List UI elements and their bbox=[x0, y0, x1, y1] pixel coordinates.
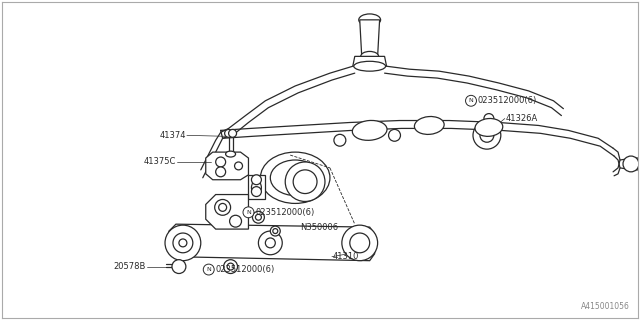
Ellipse shape bbox=[226, 151, 236, 157]
Circle shape bbox=[225, 129, 232, 137]
Circle shape bbox=[273, 228, 278, 234]
Ellipse shape bbox=[270, 160, 320, 196]
Circle shape bbox=[480, 128, 494, 142]
Circle shape bbox=[228, 129, 237, 137]
Circle shape bbox=[465, 95, 476, 106]
Circle shape bbox=[165, 225, 201, 261]
Circle shape bbox=[388, 129, 401, 141]
Circle shape bbox=[172, 260, 186, 274]
Circle shape bbox=[252, 211, 264, 223]
Circle shape bbox=[216, 167, 226, 177]
Circle shape bbox=[342, 225, 378, 261]
Circle shape bbox=[293, 170, 317, 194]
Text: 023512000(6): 023512000(6) bbox=[216, 265, 275, 274]
Ellipse shape bbox=[353, 120, 387, 140]
Circle shape bbox=[252, 175, 261, 185]
Circle shape bbox=[334, 134, 346, 146]
Text: N350006: N350006 bbox=[300, 223, 339, 232]
Circle shape bbox=[234, 162, 243, 170]
Polygon shape bbox=[248, 175, 266, 199]
Circle shape bbox=[219, 204, 227, 211]
Circle shape bbox=[350, 233, 370, 253]
Text: 20578B: 20578B bbox=[114, 262, 146, 271]
Circle shape bbox=[270, 226, 280, 236]
Text: N: N bbox=[246, 210, 251, 215]
Polygon shape bbox=[353, 56, 387, 66]
Text: 41326A: 41326A bbox=[506, 114, 538, 123]
Ellipse shape bbox=[354, 61, 385, 71]
Circle shape bbox=[204, 264, 214, 275]
Circle shape bbox=[623, 156, 639, 172]
Text: 41375C: 41375C bbox=[143, 157, 176, 166]
Text: 41374: 41374 bbox=[159, 131, 186, 140]
Circle shape bbox=[255, 214, 261, 220]
Text: A415001056: A415001056 bbox=[581, 302, 630, 311]
Circle shape bbox=[484, 114, 494, 124]
Circle shape bbox=[259, 231, 282, 255]
Circle shape bbox=[223, 260, 237, 274]
Polygon shape bbox=[205, 195, 248, 229]
Circle shape bbox=[179, 239, 187, 247]
Ellipse shape bbox=[260, 152, 330, 204]
Ellipse shape bbox=[359, 14, 381, 26]
Circle shape bbox=[214, 199, 230, 215]
Circle shape bbox=[266, 238, 275, 248]
Circle shape bbox=[227, 263, 234, 270]
Text: 023512000(6): 023512000(6) bbox=[255, 208, 315, 217]
Text: N: N bbox=[468, 98, 474, 103]
Circle shape bbox=[216, 157, 226, 167]
Ellipse shape bbox=[475, 118, 503, 136]
Text: N: N bbox=[206, 267, 211, 272]
Circle shape bbox=[173, 233, 193, 253]
Ellipse shape bbox=[252, 181, 261, 195]
Polygon shape bbox=[169, 224, 374, 261]
Text: 023512000(6): 023512000(6) bbox=[478, 96, 537, 105]
Circle shape bbox=[230, 215, 241, 227]
Text: 41310: 41310 bbox=[333, 252, 359, 261]
Polygon shape bbox=[360, 20, 380, 56]
Polygon shape bbox=[205, 152, 248, 180]
Circle shape bbox=[252, 187, 261, 196]
Circle shape bbox=[473, 122, 501, 149]
Ellipse shape bbox=[361, 52, 379, 61]
Circle shape bbox=[285, 162, 325, 202]
Ellipse shape bbox=[415, 116, 444, 134]
Circle shape bbox=[243, 207, 254, 218]
